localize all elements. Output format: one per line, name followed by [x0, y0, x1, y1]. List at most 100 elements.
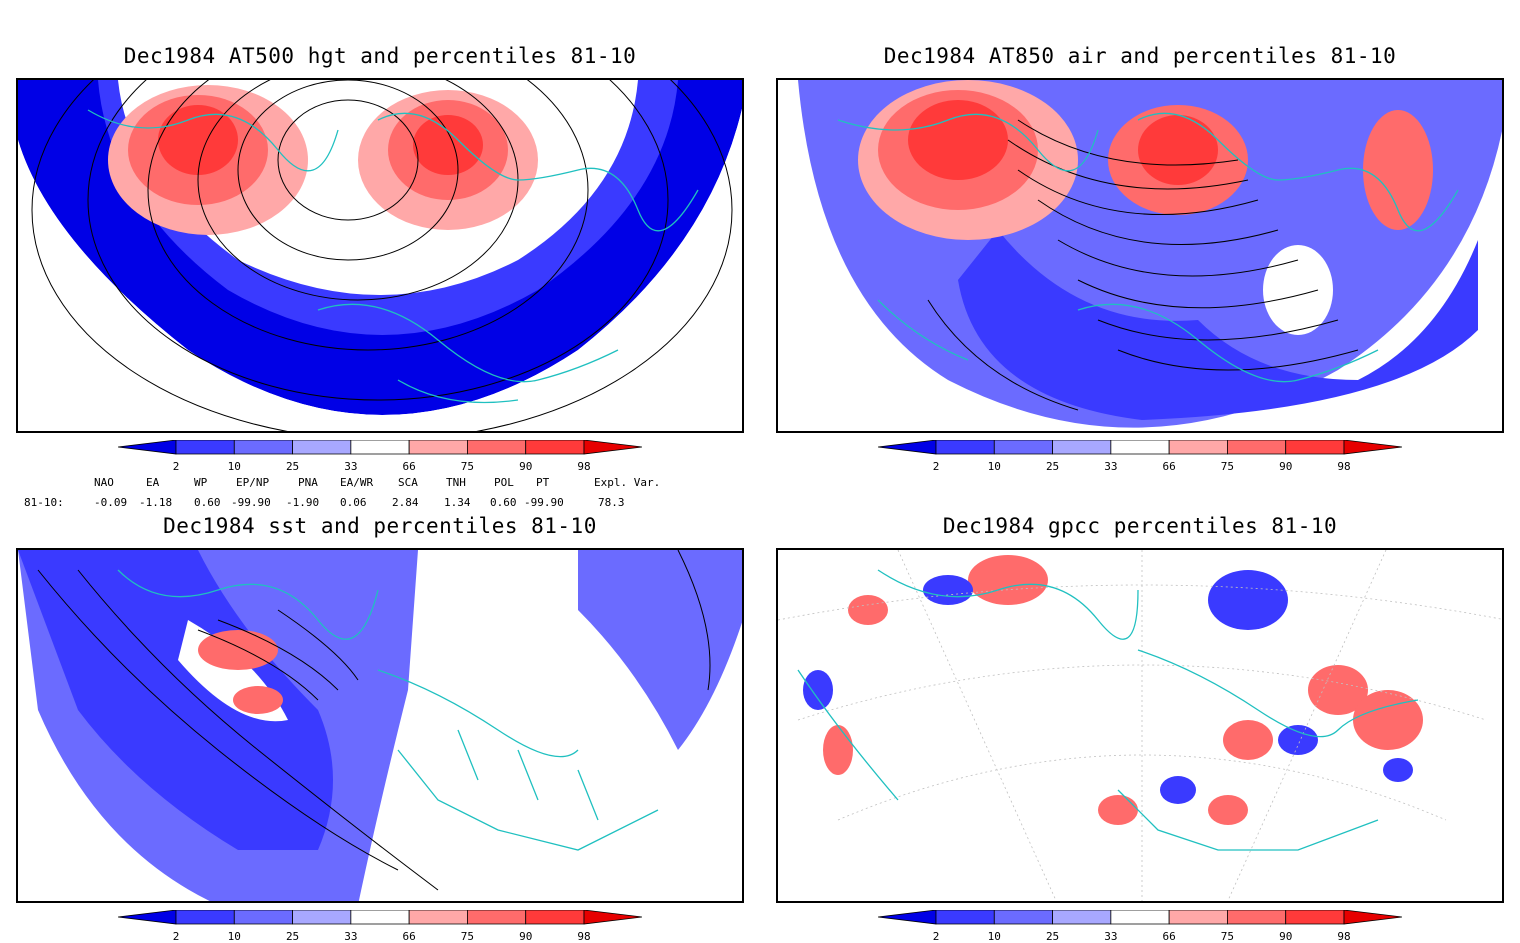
colorbar-swatch [935, 909, 995, 925]
index-value-pna: -1.90 [286, 496, 320, 509]
index-value-pt: -99.90 [524, 496, 564, 509]
map-hgt [18, 80, 742, 431]
index-header-eawr: EA/WR [340, 476, 374, 489]
colorbar-tick-label: 98 [577, 930, 591, 943]
colorbar-tick-label: 10 [987, 930, 1001, 943]
index-header-nao: NAO [94, 476, 114, 489]
colorbar-tick-label: 75 [460, 460, 475, 473]
colorbar-swatch [993, 439, 1053, 455]
colorbar-swatch [1168, 909, 1228, 925]
colorbar-tick-label: 10 [227, 930, 241, 943]
colorbar-tick-label: 98 [1337, 930, 1351, 943]
map-hgt-panel [16, 78, 744, 433]
colorbar-tick-label: 98 [1337, 460, 1351, 473]
colorbar-tick-label: 2 [932, 930, 940, 943]
index-value-wp: 0.60 [194, 496, 221, 509]
colorbar-tick-label: 25 [1045, 460, 1060, 473]
colorbar-hgt-swatches [117, 439, 643, 455]
colorbar-hgt: 2 10 25 33 66 75 90 98 [117, 439, 643, 480]
colorbar-tick-label: 90 [1279, 930, 1293, 943]
index-value-pol: 0.60 [490, 496, 517, 509]
colorbar-tick-label: 10 [987, 460, 1001, 473]
panel-title-sst: Dec1984 sst and percentiles 81-10 [163, 514, 597, 538]
colorbar-tick-label: 90 [1279, 460, 1293, 473]
panel-title-hgt: Dec1984 AT500 hgt and percentiles 81-10 [123, 44, 637, 68]
colorbar-sst: 2 10 25 33 66 75 90 98 [117, 909, 643, 943]
colorbar-swatch [350, 439, 410, 455]
index-header-tnh: TNH [446, 476, 466, 489]
colorbar-tick-label: 33 [1104, 930, 1118, 943]
colorbar-swatch [117, 909, 177, 925]
colorbar-swatch [408, 439, 468, 455]
colorbar-tick-label: 90 [519, 460, 533, 473]
colorbar-swatch [350, 909, 410, 925]
panel-title-air: Dec1984 AT850 air and percentiles 81-10 [883, 44, 1397, 68]
index-header-ea: EA [146, 476, 160, 489]
index-value-tnh: 1.34 [444, 496, 471, 509]
colorbar-swatch [408, 909, 468, 925]
colorbar-swatch [935, 439, 995, 455]
colorbar-swatch [1343, 439, 1403, 455]
index-header-epnp: EP/NP [236, 476, 270, 489]
colorbar-swatch [993, 909, 1053, 925]
colorbar-swatch [1227, 909, 1287, 925]
colorbar-swatch [1052, 439, 1112, 455]
index-value-explvar: 78.3 [598, 496, 625, 509]
panel-title-gpcc: Dec1984 gpcc percentiles 81-10 [942, 514, 1338, 538]
colorbar-tick-label: 33 [344, 930, 358, 943]
colorbar-tick-label: 90 [519, 930, 533, 943]
colorbar-swatch [877, 909, 937, 925]
index-value-epnp: -99.90 [231, 496, 271, 509]
index-header-explvar: Expl. Var. [594, 476, 661, 489]
colorbar-swatch [1110, 909, 1170, 925]
map-gpcc-panel [776, 548, 1504, 903]
colorbar-tick-label: 75 [460, 930, 475, 943]
colorbar-tick-label: 98 [577, 460, 591, 473]
colorbar-swatch [1285, 439, 1345, 455]
colorbar-tick-label: 25 [1045, 930, 1060, 943]
colorbar-swatch [175, 439, 235, 455]
colorbar-swatch [1168, 439, 1228, 455]
colorbar-swatch [233, 909, 293, 925]
index-table: NAO EA WP EP/NP PNA EA/WR SCA TNH POL PT… [24, 476, 744, 512]
colorbar-tick-label: 66 [1162, 930, 1176, 943]
colorbar-tick-label: 75 [1220, 460, 1235, 473]
colorbar-tick-label: 10 [227, 460, 241, 473]
colorbar-swatch [292, 439, 352, 455]
colorbar-swatch [583, 439, 643, 455]
index-header-pt: PT [536, 476, 550, 489]
colorbar-swatch [292, 909, 352, 925]
colorbar-tick-label: 33 [344, 460, 358, 473]
colorbar-tick-label: 2 [932, 460, 940, 473]
index-header-sca: SCA [398, 476, 418, 489]
index-header-pol: POL [494, 476, 514, 489]
map-air-panel [776, 78, 1504, 433]
colorbar-swatch [525, 439, 585, 455]
colorbar-swatch [1227, 439, 1287, 455]
colorbar-tick-label: 66 [402, 930, 416, 943]
colorbar-swatch [117, 439, 177, 455]
colorbar-tick-label: 25 [285, 460, 300, 473]
colorbar-tick-label: 33 [1104, 460, 1118, 473]
colorbar-swatch [1285, 909, 1345, 925]
index-value-sca: 2.84 [392, 496, 419, 509]
colorbar-swatch [175, 909, 235, 925]
map-gpcc [778, 550, 1502, 901]
map-sst-panel [16, 548, 744, 903]
colorbar-air-swatches [877, 439, 1403, 455]
colorbar-gpcc: 2 10 25 33 66 75 90 98 [877, 909, 1403, 943]
index-row-label: 81-10: [24, 496, 64, 509]
colorbar-gpcc-swatches [877, 909, 1403, 925]
colorbar-swatch [583, 909, 643, 925]
colorbar-sst-swatches [117, 909, 643, 925]
colorbar-swatch [233, 439, 293, 455]
colorbar-air: 2 10 25 33 66 75 90 98 [877, 439, 1403, 480]
colorbar-swatch [1110, 439, 1170, 455]
colorbar-swatch [1052, 909, 1112, 925]
colorbar-swatch [525, 909, 585, 925]
colorbar-tick-label: 75 [1220, 930, 1235, 943]
colorbar-swatch [467, 909, 527, 925]
map-air [778, 80, 1502, 431]
colorbar-swatch [877, 439, 937, 455]
index-header-pna: PNA [298, 476, 318, 489]
